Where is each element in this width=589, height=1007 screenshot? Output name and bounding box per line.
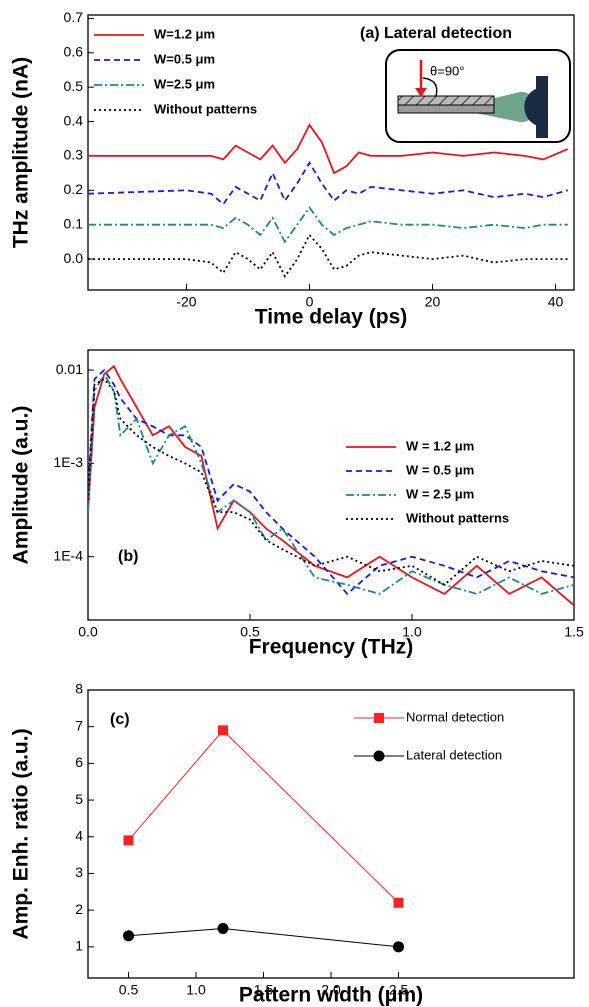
plot-lines — [88, 364, 574, 607]
x-tick-label: 2.0 — [321, 982, 341, 998]
series-line — [88, 161, 569, 206]
legend-label: Without patterns — [406, 510, 509, 525]
plot-frame — [87, 349, 575, 621]
y-tick-label: 6 — [75, 754, 83, 770]
inset-label: θ=90° — [430, 63, 464, 78]
legend-marker — [373, 750, 385, 762]
plot-frame — [87, 14, 575, 291]
y-tick-label: 3 — [75, 864, 83, 880]
marker — [123, 930, 134, 942]
marker — [393, 941, 404, 953]
series-line — [88, 123, 569, 175]
x-tick-label: 20 — [425, 294, 441, 310]
x-tick-label: 0.5 — [119, 982, 139, 998]
y-tick-label: 8 — [75, 681, 83, 697]
y-axis-title: Amplitude (a.u.) — [10, 406, 33, 565]
annotation: (b) — [118, 548, 138, 565]
marker — [393, 897, 404, 908]
y-tick-label: 1E-3 — [53, 454, 83, 470]
marker — [123, 835, 134, 846]
legend-label: W = 1.2 μm — [406, 438, 474, 453]
x-tick-label: 1.0 — [186, 982, 206, 998]
plot-lines — [128, 729, 399, 948]
y-axis-title: THz amplitude (nA) — [10, 57, 33, 248]
x-tick-label: 0.5 — [240, 624, 260, 640]
x-tick-label: 40 — [548, 294, 564, 310]
x-axis-title: Frequency (THz) — [249, 636, 414, 659]
legend-label: Lateral detection — [406, 747, 502, 762]
legend-label: Normal detection — [406, 709, 504, 724]
x-tick-label: 0.0 — [78, 624, 98, 640]
legend-label: W=0.5 μm — [154, 51, 215, 66]
y-tick-label: 0.6 — [64, 44, 84, 60]
y-tick-label: 0.5 — [64, 78, 84, 94]
series-line — [88, 233, 568, 279]
annotation: (c) — [110, 711, 130, 728]
x-tick-label: 1.5 — [564, 624, 584, 640]
x-tick-label: 0 — [306, 294, 314, 310]
y-tick-label: 4 — [75, 827, 83, 843]
y-tick-label: 0.0 — [64, 250, 84, 266]
x-axis-title: Pattern width (μm) — [239, 984, 423, 1007]
legend-marker — [374, 713, 384, 723]
legend-label: W=2.5 μm — [154, 76, 215, 91]
legend-label: W = 0.5 μm — [406, 462, 474, 477]
marker — [218, 725, 228, 736]
x-tick-label: -20 — [176, 294, 196, 310]
y-tick-label: 0.4 — [64, 112, 84, 128]
y-tick-label: 0.3 — [64, 147, 84, 163]
x-tick-label: 2.5 — [389, 982, 409, 998]
series-line — [88, 372, 574, 595]
x-axis-title: Time delay (ps) — [255, 306, 408, 329]
y-tick-label: 1 — [75, 938, 83, 954]
y-tick-label: 0.01 — [56, 361, 83, 377]
series-line — [88, 364, 574, 607]
y-tick-label: 0.7 — [64, 9, 84, 25]
series-line — [88, 368, 574, 596]
legend-label: Without patterns — [154, 101, 257, 116]
legend-label: W = 2.5 μm — [406, 486, 474, 501]
inset-diagram — [385, 49, 571, 143]
y-tick-label: 5 — [75, 791, 83, 807]
marker — [217, 922, 229, 934]
plot-lines — [88, 123, 569, 279]
y-tick-label: 7 — [75, 717, 83, 733]
annotation: (a) Lateral detection — [360, 25, 512, 42]
y-tick-label: 0.1 — [64, 215, 84, 231]
x-tick-label: 1.0 — [402, 624, 422, 640]
y-tick-label: 2 — [75, 901, 83, 917]
series-line — [128, 927, 399, 948]
y-tick-label: 1E-4 — [53, 547, 83, 563]
series-line — [88, 377, 574, 586]
plot-frame — [87, 689, 575, 979]
y-tick-label: 0.2 — [64, 181, 84, 197]
x-tick-label: 1.5 — [254, 982, 274, 998]
legend-label: W=1.2 μm — [154, 26, 215, 41]
series-line — [88, 205, 568, 244]
y-axis-title: Amp. Enh. ratio (a.u.) — [10, 728, 33, 939]
